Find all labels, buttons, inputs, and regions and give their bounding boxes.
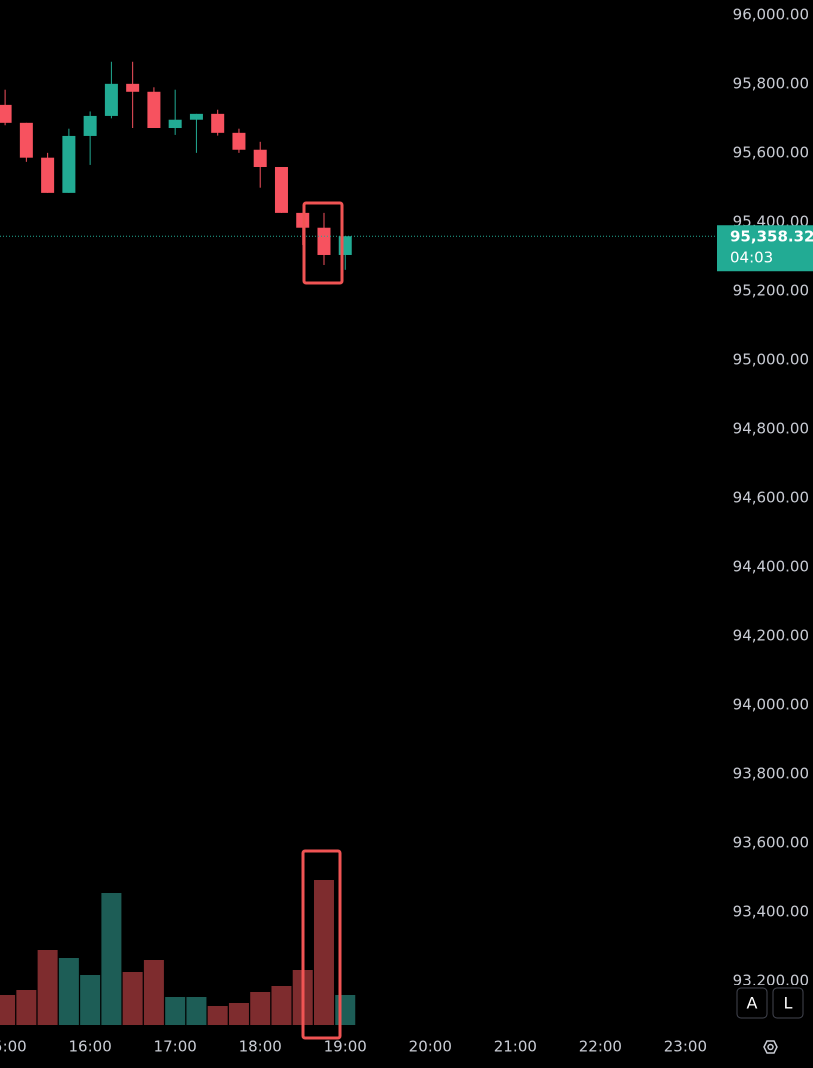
plot-area [0, 61, 716, 1025]
volume-bar [0, 995, 16, 1025]
candle-body [232, 132, 246, 150]
settings-icon-center[interactable] [767, 1043, 774, 1051]
candle-body [274, 166, 288, 213]
volume-bar [143, 960, 164, 1025]
highlight-volume [301, 849, 342, 1040]
x-tick-label: 22:00 [579, 1038, 622, 1056]
x-tick-label: 16:00 [69, 1038, 112, 1056]
candle-body [126, 83, 140, 92]
button-frame[interactable] [772, 987, 804, 1019]
candle-body [189, 113, 203, 120]
y-tick-label: 95,000.00 [733, 350, 809, 368]
x-tick-label: 15:00 [0, 1038, 27, 1056]
price-label-box [717, 225, 813, 272]
candle-body [104, 83, 118, 116]
button-label[interactable]: L [784, 994, 793, 1013]
candle-body [168, 119, 182, 129]
y-tick-label: 95,600.00 [733, 143, 809, 161]
y-tick-label: 94,800.00 [733, 419, 809, 437]
settings-icon[interactable] [763, 1040, 778, 1054]
volume-bar [250, 992, 271, 1025]
y-tick-label: 93,800.00 [733, 764, 809, 782]
candle-body [0, 104, 12, 123]
candle-body [19, 122, 33, 158]
y-tick-label: 96,000.00 [733, 5, 809, 23]
volume-bar [207, 1006, 228, 1025]
candle-body [147, 91, 161, 129]
volume-bar [313, 880, 334, 1025]
candle-body [62, 135, 76, 193]
highlight-candle [302, 201, 344, 285]
y-tick-label: 93,600.00 [733, 833, 809, 851]
candle-body [317, 227, 331, 255]
volume-bar [37, 950, 58, 1025]
volume-bar [165, 997, 186, 1025]
button-frame[interactable] [736, 987, 768, 1019]
y-tick-label: 94,600.00 [733, 488, 809, 506]
volume-bar [58, 958, 79, 1025]
y-tick-label: 94,400.00 [733, 557, 809, 575]
candle-body [211, 113, 225, 133]
x-tick-label: 21:00 [494, 1038, 537, 1056]
x-tick-label: 18:00 [239, 1038, 282, 1056]
y-tick-label: 95,200.00 [733, 281, 809, 299]
x-tick-label: 23:00 [664, 1038, 707, 1056]
volume-bar [101, 893, 122, 1025]
volume-bar [335, 995, 356, 1025]
countdown-label: 04:03 [730, 249, 773, 267]
button-label[interactable]: A [747, 994, 758, 1013]
y-tick-label: 93,200.00 [733, 971, 809, 989]
volume-bar [122, 972, 143, 1025]
x-tick-label: 19:00 [324, 1038, 367, 1056]
volume-bar [16, 990, 37, 1025]
y-tick-label: 93,400.00 [733, 902, 809, 920]
price-label: 95,358.32 [730, 228, 813, 246]
x-tick-label: 20:00 [409, 1038, 452, 1056]
candle-body [253, 149, 267, 167]
y-tick-label: 94,000.00 [733, 695, 809, 713]
volume-bar [186, 997, 207, 1025]
volume-bar [271, 986, 292, 1025]
y-tick-label: 95,800.00 [733, 74, 809, 92]
y-tick-label: 94,200.00 [733, 626, 809, 644]
candle-body [83, 115, 97, 136]
overlay: 93,200.00 93,400.00 93,600.00 93,800.00 94,0… [0, 5, 813, 1056]
volume-bar [80, 975, 101, 1025]
x-tick-label: 17:00 [154, 1038, 197, 1056]
volume-bar [228, 1003, 249, 1025]
candle-body [41, 157, 55, 193]
